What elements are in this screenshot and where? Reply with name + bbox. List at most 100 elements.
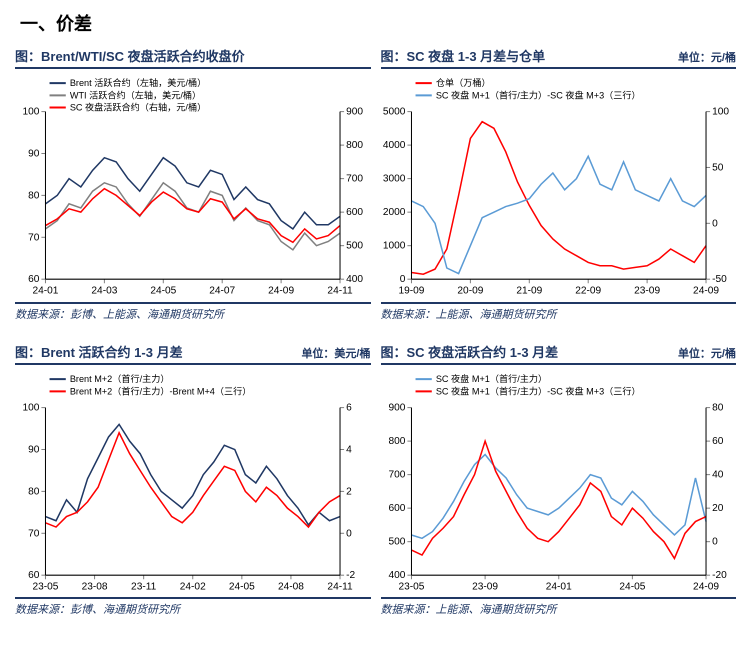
svg-text:23-08: 23-08: [82, 581, 108, 592]
chart-title: 图：SC 夜盘活跃合约 1-3 月差: [381, 342, 678, 361]
svg-text:100: 100: [22, 402, 39, 413]
svg-text:0: 0: [399, 274, 405, 285]
svg-text:800: 800: [388, 436, 405, 447]
chart-svg: 400 500 600 700 800 900 -20 0 20 40 60 80 23-05 23-09…: [381, 369, 737, 598]
svg-text:70: 70: [28, 528, 40, 539]
svg-text:24-02: 24-02: [180, 581, 206, 592]
svg-text:6: 6: [346, 402, 352, 413]
chart-unit: 单位：美元/桶: [301, 345, 370, 361]
legend-label: Brent M+2（首行/主力）-Brent M+4（三行）: [70, 385, 252, 396]
chart-svg: 6070809010040050060070080090024-0124-032…: [15, 73, 371, 302]
svg-text:600: 600: [388, 503, 405, 514]
svg-text:600: 600: [346, 207, 363, 218]
chart-title: 图：SC 夜盘 1-3 月差与仓单: [381, 46, 678, 65]
svg-text:40: 40: [712, 469, 724, 480]
legend-label: WTI 活跃合约（左轴，美元/桶）: [70, 89, 201, 100]
svg-text:24-05: 24-05: [229, 581, 255, 592]
svg-text:400: 400: [388, 570, 405, 581]
chart-svg: 010002000300040005000-5005010019-0920-09…: [381, 73, 737, 302]
svg-text:24-01: 24-01: [33, 285, 59, 296]
chart-4: 图：SC 夜盘活跃合约 1-3 月差单位：元/桶4005006007008009…: [381, 342, 737, 618]
legend-label: SC 夜盘 M+1（首行/主力）: [435, 373, 546, 384]
series-line: [411, 441, 706, 558]
svg-text:19-09: 19-09: [398, 285, 424, 296]
svg-text:23-05: 23-05: [33, 581, 59, 592]
svg-text:24-03: 24-03: [91, 285, 117, 296]
svg-text:60: 60: [712, 436, 724, 447]
legend-label: Brent 活跃合约（左轴，美元/桶）: [70, 77, 206, 88]
svg-text:24-11: 24-11: [327, 285, 353, 296]
svg-text:24-01: 24-01: [545, 581, 571, 592]
svg-text:0: 0: [346, 528, 352, 539]
svg-text:100: 100: [712, 107, 729, 118]
svg-text:5000: 5000: [382, 107, 405, 118]
svg-text:80: 80: [28, 190, 40, 201]
chart-title: 图：Brent/WTI/SC 夜盘活跃合约收盘价: [15, 46, 371, 65]
svg-text:21-09: 21-09: [516, 285, 542, 296]
svg-text:1000: 1000: [382, 241, 405, 252]
svg-text:3000: 3000: [382, 174, 405, 185]
series-line: [45, 158, 340, 229]
legend-label: SC 夜盘活跃合约（右轴，元/桶）: [70, 102, 206, 113]
svg-text:20: 20: [712, 503, 724, 514]
svg-text:24-07: 24-07: [209, 285, 235, 296]
svg-text:23-05: 23-05: [398, 581, 424, 592]
svg-text:24-08: 24-08: [278, 581, 304, 592]
svg-text:23-11: 23-11: [131, 581, 157, 592]
svg-text:-50: -50: [712, 274, 727, 285]
svg-text:50: 50: [712, 163, 724, 174]
svg-text:4000: 4000: [382, 140, 405, 151]
svg-text:2: 2: [346, 486, 352, 497]
svg-text:0: 0: [712, 536, 718, 547]
svg-text:2000: 2000: [382, 207, 405, 218]
chart-2: 图：SC 夜盘 1-3 月差与仓单单位：元/桶 0 1000 2000 3000 4000…: [381, 46, 737, 322]
chart-svg: 60 70 80 90 100 -2 0 2 4 6 23-05 23-08 23-11 24-02 24-…: [15, 369, 371, 598]
series-line: [45, 432, 340, 526]
chart-source: 数据来源：上能源、海通期货研究所: [381, 302, 737, 322]
svg-text:23-09: 23-09: [634, 285, 660, 296]
svg-text:24-09: 24-09: [268, 285, 294, 296]
svg-text:900: 900: [346, 107, 363, 118]
svg-text:900: 900: [388, 402, 405, 413]
legend-label: SC 夜盘 M+1（首行/主力）-SC 夜盘 M+3（三行）: [435, 385, 640, 396]
svg-text:500: 500: [388, 536, 405, 547]
chart-title: 图：Brent 活跃合约 1-3 月差: [15, 342, 301, 361]
svg-text:24-05: 24-05: [619, 581, 645, 592]
svg-text:24-11: 24-11: [327, 581, 353, 592]
svg-text:4: 4: [346, 444, 352, 455]
svg-text:60: 60: [28, 570, 40, 581]
svg-text:24-09: 24-09: [693, 581, 719, 592]
svg-text:60: 60: [28, 274, 40, 285]
svg-text:400: 400: [346, 274, 363, 285]
svg-text:-20: -20: [712, 570, 727, 581]
legend-label: 仓单（万桶）: [435, 77, 490, 88]
legend-label: Brent M+2（首行/主力）: [70, 373, 170, 384]
section-heading: 一、价差: [0, 0, 751, 46]
chart-source: 数据来源：彭博、上能源、海通期货研究所: [15, 302, 371, 322]
svg-text:80: 80: [712, 402, 724, 413]
chart-3: 图：Brent 活跃合约 1-3 月差单位：美元/桶 60 70 80 90 100 -2 0…: [15, 342, 371, 618]
svg-text:70: 70: [28, 232, 40, 243]
svg-text:90: 90: [28, 149, 40, 160]
svg-text:24-09: 24-09: [693, 285, 719, 296]
chart-1: 图：Brent/WTI/SC 夜盘活跃合约收盘价6070809010040050…: [15, 46, 371, 322]
svg-text:700: 700: [388, 469, 405, 480]
svg-text:90: 90: [28, 444, 40, 455]
chart-unit: 单位：元/桶: [678, 345, 736, 361]
chart-source: 数据来源：上能源、海通期货研究所: [381, 597, 737, 617]
svg-text:23-09: 23-09: [472, 581, 498, 592]
svg-text:22-09: 22-09: [575, 285, 601, 296]
svg-text:-2: -2: [346, 570, 355, 581]
series-line: [411, 454, 706, 538]
legend-label: SC 夜盘 M+1（首行/主力）-SC 夜盘 M+3（三行）: [435, 89, 640, 100]
svg-text:700: 700: [346, 174, 363, 185]
svg-text:80: 80: [28, 486, 40, 497]
svg-text:20-09: 20-09: [457, 285, 483, 296]
svg-text:500: 500: [346, 241, 363, 252]
chart-unit: 单位：元/桶: [678, 49, 736, 65]
svg-text:800: 800: [346, 140, 363, 151]
charts-grid: 图：Brent/WTI/SC 夜盘活跃合约收盘价6070809010040050…: [0, 46, 751, 632]
svg-text:24-05: 24-05: [150, 285, 176, 296]
chart-source: 数据来源：彭博、海通期货研究所: [15, 597, 371, 617]
series-line: [411, 122, 706, 275]
